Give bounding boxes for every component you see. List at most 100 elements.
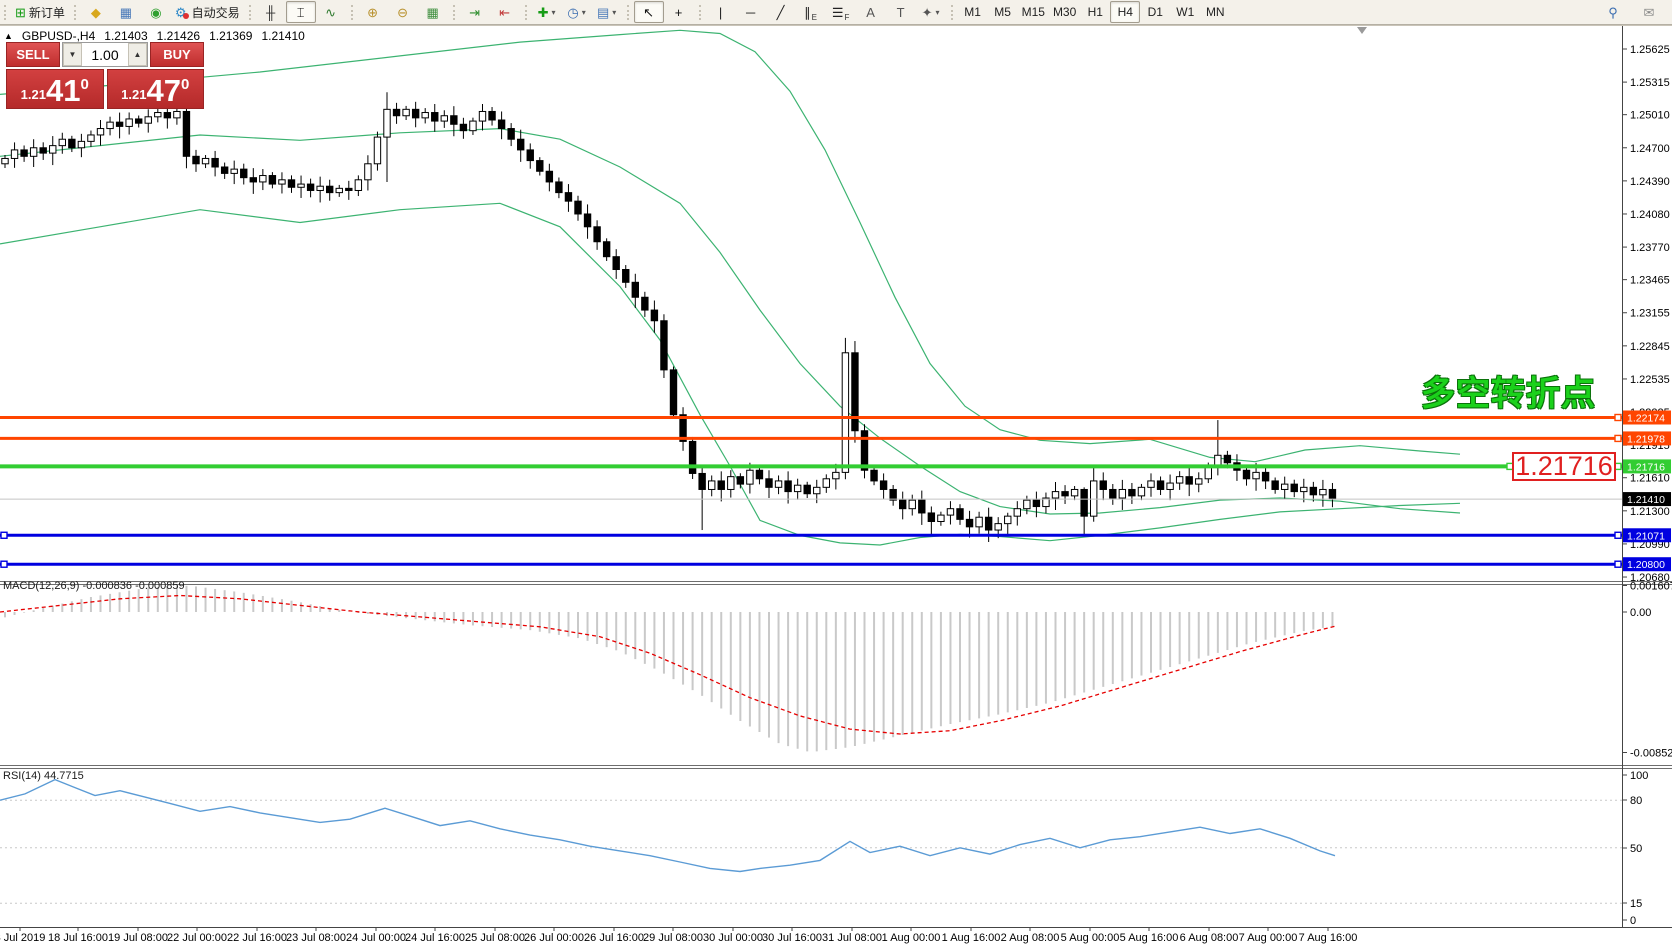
tf-h1-button[interactable]: H1 — [1080, 1, 1110, 23]
sell-price-big: 41 — [45, 73, 81, 109]
arrows-button[interactable]: ✦ ▾ — [916, 1, 946, 23]
horizontal-line-button[interactable]: ─ — [736, 1, 766, 23]
price-callout-box[interactable]: 1.21716 — [1512, 452, 1616, 481]
svg-text:1.22174: 1.22174 — [1627, 412, 1665, 424]
volume-increase-button[interactable]: ▲ — [128, 43, 147, 66]
tf-m30-button[interactable]: M30 — [1049, 1, 1080, 23]
collapse-panel-icon[interactable]: ▲ — [4, 31, 13, 41]
tf-h4-button[interactable]: H4 — [1110, 1, 1141, 23]
price-axis[interactable]: 1.25625 1.25315 1.25010 1.24700 1.24390 1.240… — [1622, 44, 1672, 927]
chart-shift-button[interactable]: ⇤ — [490, 1, 520, 23]
auto-scroll-button[interactable]: ⇥ — [460, 1, 490, 23]
ohlc-high: 1.21426 — [156, 29, 201, 43]
tf-m5-button[interactable]: M5 — [988, 1, 1018, 23]
text-icon: A — [866, 4, 875, 20]
charts-window-button[interactable]: ▦ — [111, 1, 141, 23]
svg-text:18 Jul 16:00: 18 Jul 16:00 — [48, 932, 108, 944]
sell-button[interactable]: SELL — [6, 42, 60, 67]
toolbar-group: ╫ ⌶ ∿ — [245, 0, 347, 24]
trendline-button[interactable]: ╱ — [766, 1, 796, 23]
templates-icon: ▤ — [596, 4, 610, 20]
chart-shift-icon: ⇤ — [499, 4, 511, 20]
autotrading-button[interactable]: ⚙ 自动交易 — [171, 1, 244, 23]
tf-d1-button[interactable]: D1 — [1140, 1, 1170, 23]
vertical-line-button[interactable]: | — [706, 1, 736, 23]
svg-text:1.24700: 1.24700 — [1630, 143, 1670, 155]
text-button[interactable]: A — [856, 1, 886, 23]
chart-symbol: GBPUSD-,H4 — [21, 29, 96, 43]
svg-text:1.21410: 1.21410 — [1627, 494, 1665, 506]
svg-text:19 Jul 08:00: 19 Jul 08:00 — [108, 932, 168, 944]
tf-mn-label: MN — [1205, 5, 1225, 19]
sell-price-button[interactable]: 1.21 41 0 — [6, 69, 104, 109]
buy-button[interactable]: BUY — [150, 42, 204, 67]
cursor-button[interactable]: ↖ — [633, 1, 664, 23]
data-window-icon: ◉ — [150, 4, 162, 20]
indicators-button[interactable]: ✚ ▾ — [532, 1, 562, 23]
templates-button[interactable]: ▤ ▾ — [592, 1, 622, 23]
data-window-button[interactable]: ◉ — [141, 1, 171, 23]
svg-text:30 Jul 16:00: 30 Jul 16:00 — [762, 932, 822, 944]
search-icon: ⚲ — [1608, 4, 1618, 20]
periods-dropdown-icon[interactable]: ▾ — [581, 7, 586, 17]
volume-input[interactable] — [82, 43, 128, 66]
svg-text:1.21716: 1.21716 — [1627, 461, 1665, 473]
buy-price-pip: 0 — [180, 76, 190, 93]
arrows-dropdown-icon[interactable]: ▾ — [935, 7, 940, 17]
templates-dropdown-icon[interactable]: ▾ — [612, 7, 617, 17]
ohlc-close: 1.21410 — [261, 29, 305, 43]
svg-text:1 Aug 00:00: 1 Aug 00:00 — [882, 932, 941, 944]
svg-text:1.21300: 1.21300 — [1630, 506, 1670, 518]
svg-text:29 Jul 08:00: 29 Jul 08:00 — [643, 932, 703, 944]
bar-chart-style-icon: ╫ — [265, 4, 276, 20]
zoom-in-button[interactable]: ⊕ — [358, 1, 388, 23]
chat-icon: ✉ — [1643, 4, 1655, 20]
volume-stepper: ▼ ▲ — [62, 42, 148, 67]
candlestick-style-button[interactable]: ⌶ — [285, 1, 316, 23]
svg-text:24 Jul 16:00: 24 Jul 16:00 — [405, 932, 465, 944]
text-label-button[interactable]: T — [886, 1, 916, 23]
svg-text:-0.008522: -0.008522 — [1630, 748, 1672, 760]
horizontal-lines[interactable]: 1.22174 1.21978 1.21716 1.21071 1.20800 1.214… — [0, 410, 1671, 572]
equidistant-channel-button[interactable]: ∥ E — [796, 1, 826, 23]
toolbar-group: M1 M5 M15 M30 H1 H4 D1 W1 MN — [947, 0, 1232, 24]
indicators-dropdown-icon[interactable]: ▾ — [551, 7, 556, 17]
fibonacci-button[interactable]: ☰ F — [826, 1, 856, 23]
fibonacci-sub-icon: F — [844, 13, 850, 22]
chat-button[interactable]: ✉ — [1634, 1, 1664, 23]
pane-borders — [0, 25, 1672, 928]
new-order-button[interactable]: ⊞ 新订单 — [11, 1, 69, 23]
volume-decrease-button[interactable]: ▼ — [63, 43, 82, 66]
crosshair-icon: + — [674, 4, 683, 20]
profiles-button[interactable]: ◆ — [81, 1, 111, 23]
svg-text:1.21610: 1.21610 — [1630, 473, 1670, 485]
tf-mn-button[interactable]: MN — [1200, 1, 1230, 23]
tf-m1-button[interactable]: M1 — [958, 1, 988, 23]
svg-text:1.23155: 1.23155 — [1630, 308, 1670, 320]
tf-m15-button[interactable]: M15 — [1018, 1, 1049, 23]
svg-text:1.22535: 1.22535 — [1630, 374, 1670, 386]
toolbar-group: ⊞ 新订单 — [0, 0, 70, 24]
buy-price-button[interactable]: 1.21 47 0 — [106, 69, 204, 109]
ohlc-low: 1.21369 — [209, 29, 253, 43]
tile-windows-button[interactable]: ▦ — [418, 1, 448, 23]
crosshair-button[interactable]: + — [664, 1, 694, 23]
tf-w1-button[interactable]: W1 — [1170, 1, 1200, 23]
svg-text:100: 100 — [1630, 770, 1648, 782]
periods-button[interactable]: ◷ ▾ — [562, 1, 592, 23]
macd-value-signal: -0.000859 — [135, 580, 185, 592]
line-chart-style-button[interactable]: ∿ — [316, 1, 346, 23]
tf-w1-label: W1 — [1176, 5, 1195, 19]
turning-point-annotation[interactable]: 多空转折点 — [1421, 375, 1596, 413]
new-order-icon: ⊞ — [15, 4, 26, 20]
toolbar-group: ✚ ▾ ◷ ▾ ▤ ▾ — [521, 0, 623, 24]
tf-m15-label: M15 — [1021, 5, 1045, 19]
zoom-out-button[interactable]: ⊖ — [388, 1, 418, 23]
svg-text:1.24080: 1.24080 — [1630, 209, 1670, 221]
tile-windows-icon: ▦ — [426, 4, 439, 20]
toolbar-group: ◆ ▦ ◉ ⚙ 自动交易 — [70, 0, 245, 24]
search-button[interactable]: ⚲ — [1598, 1, 1628, 23]
bar-chart-style-button[interactable]: ╫ — [256, 1, 286, 23]
